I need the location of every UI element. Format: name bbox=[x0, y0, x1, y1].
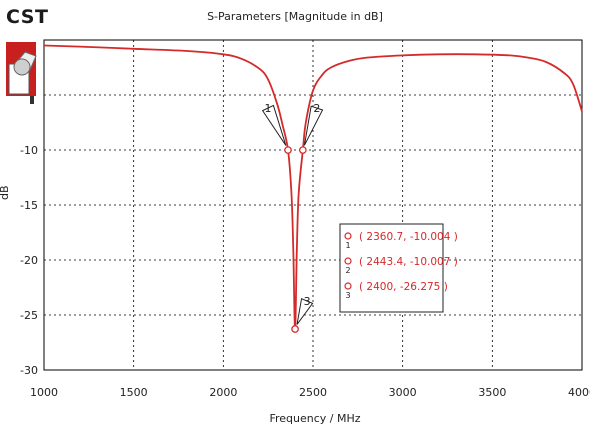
grid bbox=[44, 40, 582, 370]
plot-frame bbox=[43, 39, 583, 371]
x-tick-label: 3500 bbox=[478, 386, 506, 399]
marker-legend-value: ( 2360.7, -10.004 ) bbox=[359, 231, 458, 243]
marker-legend-number: 2 bbox=[345, 266, 350, 275]
chart-title: S-Parameters [Magnitude in dB] bbox=[207, 10, 383, 23]
x-tick-label: 1000 bbox=[30, 386, 58, 399]
y-tick-label: -20 bbox=[20, 254, 38, 267]
marker-legend-icon bbox=[344, 257, 352, 265]
marker-legend-number: 3 bbox=[345, 291, 350, 300]
y-axis-label: dB bbox=[0, 185, 11, 200]
marker-callouts: 1 2 3 bbox=[261, 102, 324, 325]
x-tick-label: 4000 bbox=[568, 386, 590, 399]
marker-legend: 1 ( 2360.7, -10.004 ) 2 ( 2443.4, -10.007 )… bbox=[339, 223, 458, 313]
marker-legend-number: 1 bbox=[345, 241, 350, 250]
marker-point bbox=[291, 325, 299, 333]
marker-callout-number: 2 bbox=[313, 102, 320, 115]
marker-legend-box bbox=[339, 223, 444, 313]
x-axis-label: Frequency / MHz bbox=[269, 412, 361, 425]
marker-callout bbox=[296, 297, 314, 325]
x-tick-label: 3000 bbox=[389, 386, 417, 399]
y-tick-label: -30 bbox=[20, 364, 38, 377]
marker-callout bbox=[261, 104, 287, 146]
y-tick-label: -25 bbox=[20, 309, 38, 322]
y-tick-label: -15 bbox=[20, 199, 38, 212]
y-tick-label: -10 bbox=[20, 144, 38, 157]
marker-callout-number: 1 bbox=[265, 102, 272, 115]
marker-legend-value: ( 2443.4, -10.007 ) bbox=[359, 256, 458, 268]
marker-point bbox=[298, 146, 307, 154]
x-tick-label: 2000 bbox=[209, 386, 237, 399]
x-axis: 1000 1500 2000 2500 3000 3500 4000 bbox=[30, 386, 590, 399]
marker-legend-icon bbox=[344, 232, 352, 240]
cst-logo-icon bbox=[6, 42, 37, 104]
marker-callout bbox=[303, 105, 324, 146]
markers bbox=[284, 146, 307, 333]
y-axis: -30 -25 -20 -15 -10 bbox=[20, 144, 38, 377]
brand-label: CST bbox=[6, 6, 49, 28]
marker-point bbox=[284, 146, 292, 154]
x-tick-label: 2500 bbox=[299, 386, 327, 399]
marker-callout-number: 3 bbox=[304, 295, 311, 308]
series-line bbox=[43, 44, 583, 330]
marker-legend-value: ( 2400, -26.275 ) bbox=[359, 281, 448, 293]
x-tick-label: 1500 bbox=[120, 386, 148, 399]
marker-legend-icon bbox=[344, 282, 352, 290]
